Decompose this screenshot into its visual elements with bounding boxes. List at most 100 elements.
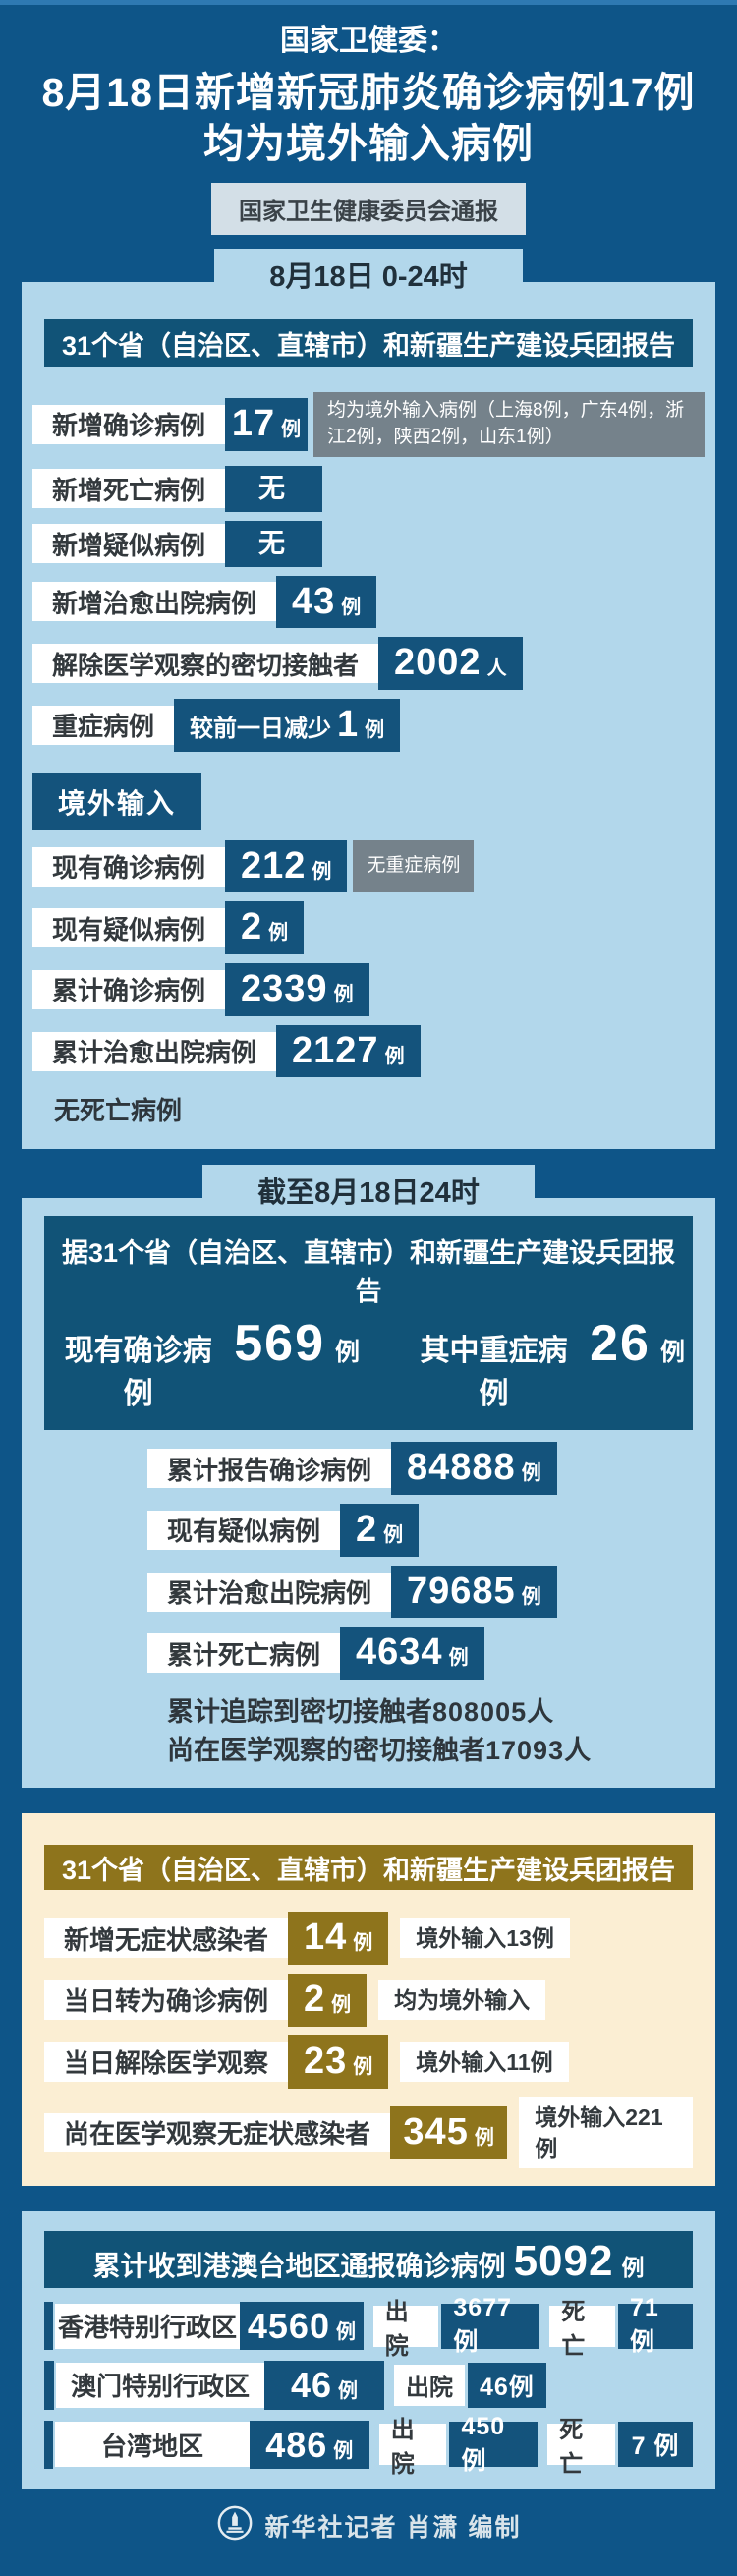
asymptomatic-rows: 新增无症状感染者 14 例 境外输入13例 当日转为确诊病例 2 例 均为境外输… [44, 1912, 693, 2168]
section-daily: 8月18日 0-24时 31个省（自治区、直辖市）和新疆生产建设兵团报告 新增确… [0, 249, 737, 1150]
current-cases-label: 现有确诊病例 [64, 1335, 212, 1411]
region-value: 4560 例 [240, 2301, 364, 2351]
row-label: 新增无症状感染者 [44, 1918, 289, 1959]
title-line-2: 均为境外输入病例 [203, 120, 534, 166]
tab-cumulative: 截至8月18日24时 [202, 1165, 535, 1217]
table-row: 新增死亡病例 无 [32, 465, 705, 512]
row-value: 345 例 [390, 2105, 508, 2159]
table-row: 累计报告确诊病例 84888 例 [147, 1442, 693, 1496]
discharged-label: 出院 [372, 2299, 439, 2360]
discharged-value: 46例 [468, 2362, 546, 2408]
discharged-label: 出院 [394, 2364, 465, 2406]
row-note: 均为境外输入 [378, 1979, 546, 2021]
table-row: 累计死亡病例 4634 例 [147, 1627, 693, 1681]
row-label: 尚在医学观察无症状感染者 [44, 2112, 391, 2152]
row-accent-bar [44, 2361, 54, 2410]
death-label: 死亡 [549, 2299, 615, 2360]
death-label: 死亡 [547, 2417, 615, 2478]
table-row: 新增确诊病例 17 例 均为境外输入病例（上海8例，广东4例，浙江2例，陕西2例… [32, 392, 705, 457]
section-cumulative: 截至8月18日24时 据31个省（自治区、直辖市）和新疆生产建设兵团报告 现有确… [0, 1165, 737, 1789]
panel-cumulative: 据31个省（自治区、直辖市）和新疆生产建设兵团报告 现有确诊病例 569 例 其… [22, 1198, 715, 1789]
row-value: 2127 例 [276, 1024, 421, 1078]
no-deaths-footnote: 无死亡病例 [54, 1096, 183, 1126]
row-label: 现有确诊病例 [32, 846, 226, 887]
table-row: 重症病例 较前一日减少 1 例 [32, 698, 705, 752]
table-row: 现有疑似病例 2 例 [32, 901, 705, 955]
table-row: 新增无症状感染者 14 例 境外输入13例 [44, 1912, 693, 1966]
row-note: 无重症病例 [353, 839, 475, 893]
row-label: 当日转为确诊病例 [44, 1979, 289, 2020]
region-label: 香港特别行政区 [54, 2303, 241, 2349]
death-value: 7 例 [618, 2422, 693, 2468]
severe-cases-label: 其中重症病例 [420, 1335, 568, 1411]
row-value: 较前一日减少 1 例 [174, 698, 401, 752]
row-label: 解除医学观察的密切接触者 [32, 644, 379, 684]
region-label: 台湾地区 [55, 2422, 250, 2468]
hmt-total-value: 5092 [513, 2236, 614, 2285]
daily-rows: 新增确诊病例 17 例 均为境外输入病例（上海8例，广东4例，浙江2例，陕西2例… [32, 392, 705, 752]
summary-numbers-line: 现有确诊病例 569 例 其中重症病例 26 例 [52, 1316, 685, 1412]
region-value: 486 例 [249, 2420, 369, 2470]
row-label: 新增确诊病例 [32, 404, 226, 444]
panel-hmt: 累计收到港澳台地区通报确诊病例 5092 例 香港特别行政区 4560 例 出院… [22, 2210, 715, 2490]
table-row: 累计治愈出院病例 79685 例 [147, 1565, 693, 1619]
row-accent-bar [44, 2420, 54, 2470]
row-note: 境外输入13例 [400, 1918, 570, 1959]
current-cases-value: 569 [234, 1315, 325, 1373]
row-value: 43 例 [276, 575, 377, 629]
imported-rows: 现有确诊病例 212 例 无重症病例 现有疑似病例 2 例 累计确诊病例 [32, 839, 705, 1078]
contact-tracing-notes: 累计追踪到密切接触者808005人 尚在医学观察的密切接触者17093人 [167, 1693, 693, 1770]
cumulative-rows: 累计报告确诊病例 84888 例 现有疑似病例 2 例 累计治愈出院病例 [147, 1442, 693, 1681]
row-value: 4634 例 [340, 1627, 484, 1681]
row-value: 79685 例 [391, 1565, 557, 1619]
discharged-value: 3677例 [441, 2294, 540, 2356]
infographic-poster: 国家卫健委： 8月18日新增新冠肺炎确诊病例17例 均为境外输入病例 国家卫生健… [0, 5, 737, 2576]
table-row: 香港特别行政区 4560 例 出院 3677例 死亡 71例 [44, 2294, 693, 2360]
row-label: 新增治愈出院病例 [32, 582, 277, 622]
region-value: 46 例 [264, 2361, 384, 2410]
page-title: 8月18日新增新冠肺炎确诊病例17例 均为境外输入病例 [0, 68, 737, 169]
row-label: 现有疑似病例 [147, 1510, 341, 1550]
table-row: 当日转为确诊病例 2 例 均为境外输入 [44, 1974, 693, 2027]
row-value: 2 例 [288, 1974, 368, 2027]
row-value: 2002 人 [378, 637, 523, 690]
row-label: 累计治愈出院病例 [32, 1031, 277, 1071]
panel-daily: 31个省（自治区、直辖市）和新疆生产建设兵团报告 新增确诊病例 17 例 均为境… [22, 282, 715, 1150]
death-value: 71例 [618, 2294, 693, 2356]
agency-name: 国家卫健委： [280, 25, 457, 57]
row-label: 累计确诊病例 [32, 969, 226, 1009]
hmt-header-bar: 累计收到港澳台地区通报确诊病例 5092 例 [44, 2230, 693, 2288]
table-row: 新增治愈出院病例 43 例 [32, 575, 705, 629]
row-note: 境外输入221例 [519, 2096, 693, 2168]
header: 国家卫健委： 8月18日新增新冠肺炎确诊病例17例 均为境外输入病例 国家卫生健… [0, 5, 737, 236]
row-label: 新增死亡病例 [32, 469, 226, 509]
reporting-scope-bar-gold: 31个省（自治区、直辖市）和新疆生产建设兵团报告 [44, 1845, 693, 1891]
table-row: 现有疑似病例 2 例 [147, 1504, 693, 1557]
row-label: 新增疑似病例 [32, 524, 226, 564]
row-value: 212 例 [225, 839, 348, 893]
discharged-value: 450例 [449, 2413, 539, 2475]
row-value: 无 [225, 520, 323, 567]
row-value: 2 例 [225, 901, 305, 955]
table-row: 当日解除医学观察 23 例 境外输入11例 [44, 2034, 693, 2089]
imported-cases-heading: 境外输入 [32, 773, 202, 830]
hmt-rows: 香港特别行政区 4560 例 出院 3677例 死亡 71例 澳门特别行政区 4… [44, 2294, 693, 2478]
xinhua-logo-icon [216, 2504, 254, 2547]
summary-scope-line: 据31个省（自治区、直辖市）和新疆生产建设兵团报告 [61, 1238, 676, 1307]
cumulative-summary-box: 据31个省（自治区、直辖市）和新疆生产建设兵团报告 现有确诊病例 569 例 其… [44, 1216, 693, 1431]
top-accent-strip [0, 0, 737, 5]
source-badge: 国家卫生健康委员会通报 [211, 183, 526, 236]
table-row: 累计确诊病例 2339 例 [32, 963, 705, 1016]
table-row: 新增疑似病例 无 [32, 520, 705, 567]
reporting-scope-bar: 31个省（自治区、直辖市）和新疆生产建设兵团报告 [44, 319, 693, 368]
row-value: 2339 例 [225, 963, 369, 1016]
tab-daily: 8月18日 0-24时 [214, 249, 523, 301]
credit-text: 新华社记者 肖潇 编制 [264, 2513, 522, 2542]
row-value: 23 例 [288, 2034, 389, 2089]
table-row: 解除医学观察的密切接触者 2002 人 [32, 637, 705, 690]
footer: 新华社记者 肖潇 编制 [0, 2504, 737, 2547]
row-accent-bar [44, 2301, 53, 2351]
row-label: 重症病例 [32, 705, 175, 745]
severe-cases-value: 26 [590, 1315, 651, 1373]
table-row: 累计治愈出院病例 2127 例 [32, 1024, 705, 1078]
